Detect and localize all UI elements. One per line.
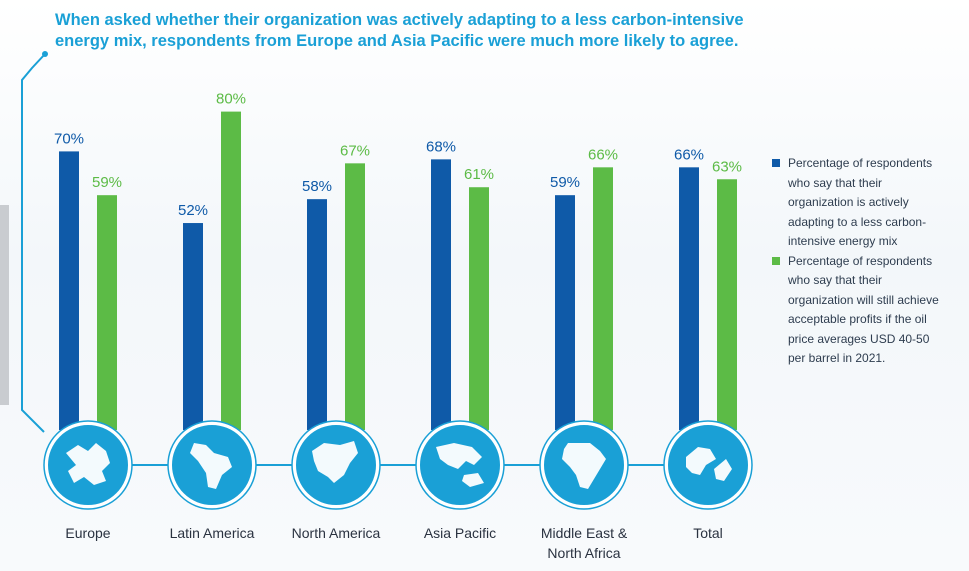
- category-label-4-line-0: Middle East &: [540, 525, 628, 541]
- connector-left-line: [21, 53, 46, 433]
- value-label-profits-3: 61%: [464, 166, 494, 183]
- chart-title-line-1: When asked whether their organization wa…: [55, 11, 744, 29]
- bar-adapting-3: [431, 159, 451, 431]
- bar-profits-3: [469, 187, 489, 430]
- bar-adapting-2: [307, 199, 327, 430]
- legend-item-1: Percentage of respondents who say that th…: [772, 252, 962, 369]
- north-america-map-icon: [291, 420, 381, 510]
- legend-text-0-line-3: adapting to a less carbon-: [788, 214, 927, 229]
- left-edge-strip: [0, 205, 9, 405]
- connector-dot: [42, 51, 48, 57]
- chart-title-line-2: energy mix, respondents from Europe and …: [55, 32, 739, 50]
- bar-adapting-5: [679, 167, 699, 430]
- value-label-adapting-0: 70%: [54, 130, 84, 147]
- legend-text-0-line-1: who say that their: [788, 175, 883, 190]
- value-label-profits-5: 63%: [712, 158, 742, 175]
- bar-adapting-0: [59, 151, 79, 430]
- value-label-profits-1: 80%: [216, 91, 246, 108]
- value-label-adapting-2: 58%: [302, 178, 332, 195]
- map-shape-2: [312, 441, 358, 483]
- map-circle-ring-0: [43, 420, 133, 510]
- legend-text-1-line-5: per barrel in 2021.: [788, 351, 886, 365]
- europe-map-icon: [43, 420, 133, 510]
- bar-adapting-1: [183, 223, 203, 430]
- map-shape-3: [436, 443, 484, 487]
- legend-text-1-line-1: who say that their: [788, 273, 883, 287]
- bar-profits-5: [717, 179, 737, 430]
- value-label-profits-2: 67%: [340, 142, 370, 159]
- legend-text-1-line-4: price averages USD 40-50: [788, 331, 930, 346]
- category-label-4-line-1: North Africa: [547, 545, 621, 561]
- map-circle-5: [664, 421, 752, 509]
- map-shape-5: [686, 447, 732, 481]
- africa-map-icon: [539, 420, 629, 510]
- legend-text-0-line-0: Percentage of respondents: [788, 156, 933, 170]
- map-shape-1: [190, 443, 232, 489]
- category-label-5: Total: [643, 523, 773, 543]
- map-circle-ring-5: [663, 420, 753, 510]
- map-circle-ring-1: [167, 420, 257, 510]
- legend-text-1-line-0: Percentage of respondents: [788, 253, 933, 268]
- value-label-adapting-3: 68%: [426, 138, 456, 155]
- region-map-circles: [43, 420, 753, 510]
- map-circle-ring-3: [415, 420, 505, 510]
- value-labels: 70% 52% 58% 68% 59% 66% 59% 80% 67% 61% 66% 63%: [54, 91, 742, 219]
- category-label-4: Middle East & North Africa: [519, 523, 649, 563]
- map-shape-4: [562, 443, 606, 489]
- value-label-profits-4: 66%: [588, 146, 618, 163]
- legend-text-1-line-3: acceptable profits if the oil: [788, 312, 927, 326]
- chart-title: When asked whether their organization wa…: [55, 10, 755, 52]
- bar-adapting-4: [555, 195, 575, 430]
- category-label-0-line-0: Europe: [65, 525, 111, 541]
- legend-item-0: Percentage of respondents who say that th…: [772, 154, 962, 252]
- legend-text-0-line-2: organization is actively: [788, 195, 909, 209]
- legend-text-0-line-4: intensive energy mix: [788, 234, 898, 248]
- category-label-2: North America: [271, 523, 401, 543]
- bar-profits-4: [593, 167, 613, 430]
- value-label-adapting-1: 52%: [178, 202, 208, 219]
- category-label-3: Asia Pacific: [395, 523, 525, 543]
- category-label-3-line-0: Asia Pacific: [423, 525, 497, 541]
- legend-text-1-line-2: organization will still achieve: [788, 292, 939, 307]
- asia-pacific-map-icon: [415, 420, 505, 510]
- value-label-adapting-5: 66%: [674, 146, 704, 163]
- bar-profits-1: [221, 111, 241, 430]
- map-circle-ring-2: [291, 420, 381, 510]
- bar-profits-0: [97, 195, 117, 430]
- value-label-profits-0: 59%: [92, 174, 122, 191]
- category-label-5-line-0: Total: [693, 525, 723, 541]
- category-label-2-line-0: North America: [291, 525, 381, 541]
- bar-profits-2: [345, 163, 365, 430]
- category-label-1: Latin America: [147, 523, 277, 543]
- category-label-0: Europe: [23, 523, 153, 543]
- map-circle-ring-4: [539, 420, 629, 510]
- globe-icon: [663, 420, 753, 510]
- map-shape-0: [66, 443, 110, 485]
- bars: [59, 111, 737, 431]
- legend: Percentage of respondents who say that th…: [772, 154, 962, 369]
- legend-swatch-1: [772, 256, 780, 265]
- value-label-adapting-4: 59%: [550, 174, 580, 191]
- latin-america-map-icon: [167, 420, 257, 510]
- legend-swatch-0: [772, 159, 780, 167]
- category-label-1-line-0: Latin America: [169, 525, 255, 541]
